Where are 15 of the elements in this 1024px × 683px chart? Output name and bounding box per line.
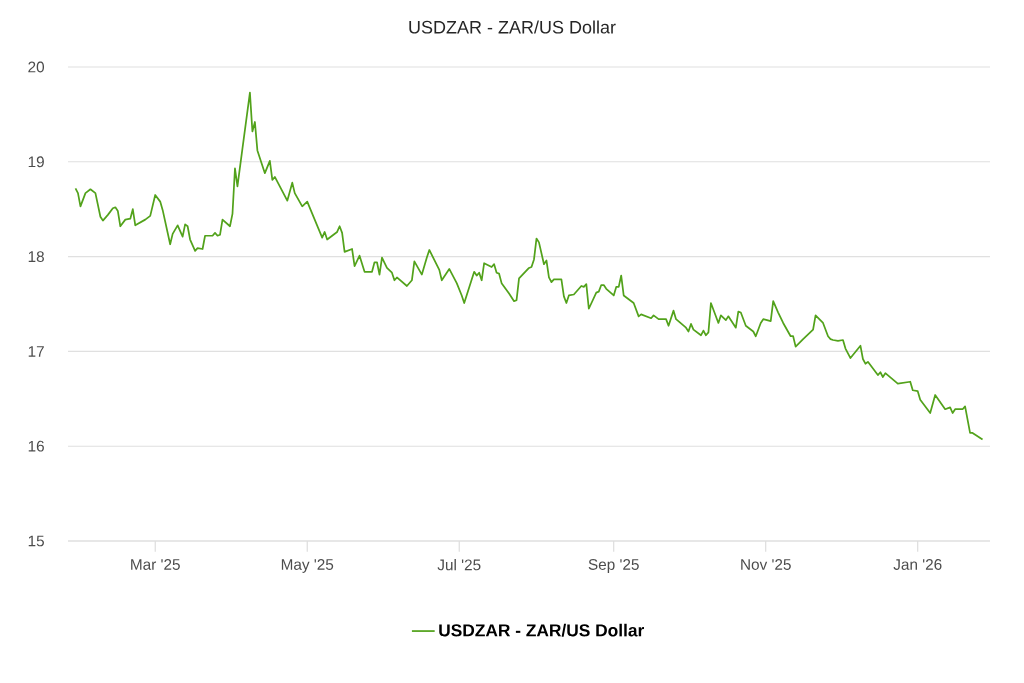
x-tick-label: Sep '25: [588, 559, 639, 573]
y-tick-label: 17: [28, 346, 44, 357]
y-tick-label: 15: [28, 535, 44, 547]
y-tick-label: 19: [28, 156, 44, 168]
x-tick-label: Nov '25: [741, 559, 791, 570]
chart-title: USDZAR - ZAR/US Dollar: [409, 20, 616, 34]
x-tick-label: Mar '25: [131, 559, 180, 570]
y-tick-label: 16: [28, 440, 44, 452]
legend-label: USDZAR - ZAR/US Dollar: [439, 623, 645, 637]
x-tick-label: Jul '25: [437, 559, 481, 571]
x-tick-label: Jan '26: [893, 559, 942, 570]
x-tick-label: May '25: [281, 559, 334, 573]
y-tick-label: 20: [28, 61, 45, 73]
line-series: [74, 91, 984, 441]
y-tick-label: 18: [28, 251, 44, 263]
